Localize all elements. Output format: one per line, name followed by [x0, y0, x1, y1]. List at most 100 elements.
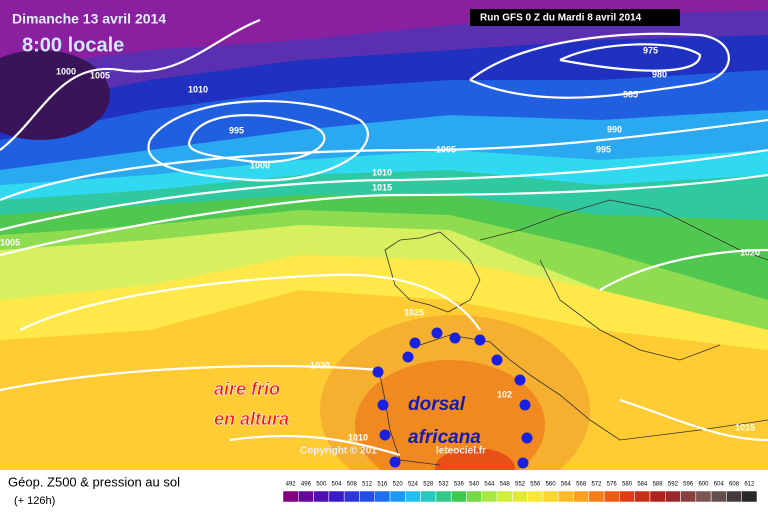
isobar-label: 985 [623, 89, 638, 99]
scale-label: 532 [439, 482, 450, 488]
scale-swatch [588, 490, 605, 503]
isobars [0, 18, 768, 457]
scale-label: 592 [668, 482, 679, 488]
scale-label: 568 [576, 482, 587, 488]
scale-swatch [313, 490, 330, 503]
scale-swatch [466, 490, 483, 503]
scale-swatch [557, 490, 574, 503]
scale-swatch [496, 490, 513, 503]
scale-label: 540 [469, 482, 480, 488]
isobar-label: 1015 [735, 422, 755, 432]
scale-swatch [420, 490, 437, 503]
isobar-label: 1015 [372, 182, 392, 192]
isobar-label: 1025 [404, 307, 424, 317]
scale-label: 560 [546, 482, 557, 488]
scale-swatch [328, 490, 345, 503]
scale-swatch [634, 490, 651, 503]
scale-swatch [450, 490, 467, 503]
scale-swatch [619, 490, 635, 503]
scale-label: 492 [286, 482, 297, 488]
legend-title: Géop. Z500 & pression au sol [8, 474, 180, 489]
high-pressure-markers [372, 327, 533, 469]
scale-label: 536 [454, 482, 465, 488]
isobar-label: 975 [643, 45, 658, 55]
copyright: leteociel.fr [436, 446, 486, 457]
scale-label: 524 [408, 482, 419, 488]
annotation: africana [408, 427, 481, 448]
scale-label: 500 [316, 482, 327, 488]
scale-swatch [603, 490, 620, 503]
annotation: dorsal [408, 394, 466, 415]
scale-swatch [359, 490, 375, 503]
annotation: en altura [214, 409, 289, 429]
run-box [470, 9, 680, 26]
isobar-label: 1020 [310, 360, 330, 370]
run-info: Run GFS 0 Z du Mardi 8 avril 2014 [480, 13, 642, 24]
scale-swatch [282, 490, 299, 503]
scale-label: 552 [515, 482, 526, 488]
isobar-label: 995 [596, 144, 611, 154]
isobar-label: 1020 [740, 247, 760, 257]
annotation: aire frio [214, 379, 280, 399]
isobar-label: 102 [497, 389, 512, 399]
isobar-label: 990 [607, 124, 622, 134]
scale-label: 564 [561, 482, 572, 488]
scale-swatch [665, 490, 681, 503]
date: Dimanche 13 avril 2014 [12, 11, 166, 27]
scale-swatch [695, 490, 712, 503]
scale-swatch [726, 490, 742, 503]
scale-label: 496 [301, 482, 312, 488]
scale-label: 612 [744, 482, 755, 488]
isobar-label: 1010 [372, 167, 392, 177]
scale-swatch [512, 490, 528, 503]
scale-swatch [649, 490, 666, 503]
scale-swatch [680, 490, 697, 503]
scale-label: 604 [714, 482, 725, 488]
scale-swatch [435, 490, 452, 503]
scale-label: 556 [530, 482, 541, 488]
scale-label: 512 [362, 482, 373, 488]
copyright: Copyright © 201 [300, 446, 377, 457]
scale-swatch [389, 490, 406, 503]
coastlines [379, 199, 768, 466]
scale-label: 544 [484, 482, 495, 488]
scale-swatch [374, 490, 391, 503]
scale-label: 600 [698, 482, 709, 488]
scale-label: 576 [607, 482, 618, 488]
scale-label: 596 [683, 482, 694, 488]
band [0, 0, 768, 70]
scale-label: 548 [500, 482, 511, 488]
isobar-label: 1005 [90, 70, 110, 80]
legend-lead: (+ 126h) [14, 495, 55, 507]
isobar-label: 980 [652, 69, 667, 79]
scale-label: 608 [729, 482, 740, 488]
scale-swatch [542, 490, 559, 503]
scale-swatch [741, 490, 758, 503]
scale-label: 528 [423, 482, 434, 488]
isobar-label: 1000 [56, 66, 76, 76]
time: 8:00 locale [22, 34, 124, 56]
scale-swatch [298, 490, 314, 503]
scale-label: 516 [377, 482, 388, 488]
scale-label: 520 [393, 482, 404, 488]
scale-swatch [573, 490, 590, 503]
scale-swatch [405, 490, 421, 503]
field-bands [0, 0, 768, 470]
isobar-label: 1005 [436, 144, 456, 154]
scale-swatch [710, 490, 727, 503]
scale-label: 504 [332, 482, 343, 488]
isobar-label: 995 [229, 125, 244, 135]
isobar-label: 1010 [348, 432, 368, 442]
scale-label: 584 [637, 482, 648, 488]
isobar-label: 1000 [250, 160, 270, 170]
color-scale: 492 496 500 504 508 512 516 520 524 528 532 536 540 5… [282, 482, 758, 503]
scale-label: 572 [591, 482, 602, 488]
scale-swatch [343, 490, 360, 503]
isobar-label: 1010 [188, 84, 208, 94]
scale-swatch [481, 490, 498, 503]
isobar-label: 1005 [0, 237, 20, 247]
scale-swatch [527, 490, 544, 503]
scale-label: 588 [653, 482, 664, 488]
scale-label: 580 [622, 482, 633, 488]
